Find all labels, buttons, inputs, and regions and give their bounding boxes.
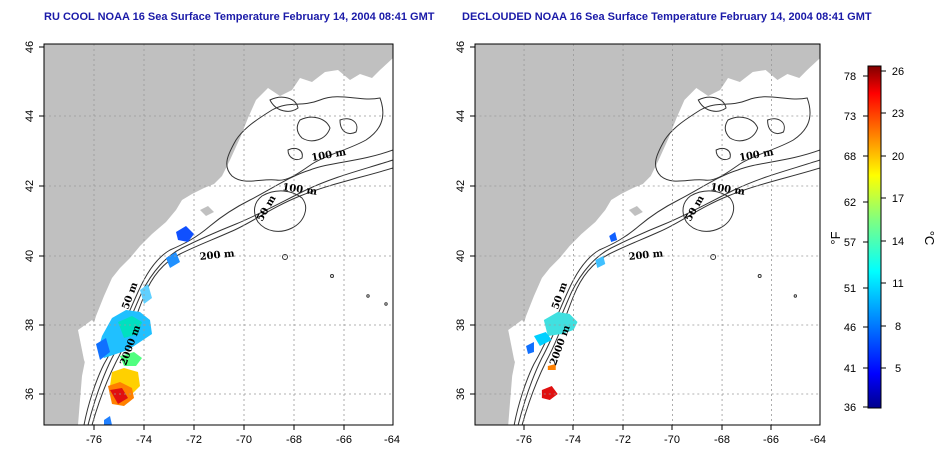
land-mass bbox=[44, 44, 393, 425]
y-tick-label: 46 bbox=[24, 41, 36, 53]
fahrenheit-tick: 36 bbox=[844, 402, 856, 414]
y-tick-label: 38 bbox=[24, 319, 36, 331]
contour-label: 50 m bbox=[120, 281, 140, 311]
contour-label: 200 m bbox=[628, 248, 664, 263]
sst-data-left bbox=[96, 226, 194, 425]
right-map-title: DECLOUDED NOAA 16 Sea Surface Temperatur… bbox=[462, 11, 872, 23]
map-frame bbox=[43, 43, 394, 426]
celsius-tick: 11 bbox=[892, 278, 903, 290]
x-axis-ticks: -76 -74 -72 -70 -68 -66 -64 bbox=[86, 434, 400, 446]
celsius-tick: 5 bbox=[895, 363, 901, 375]
x-tick-label: -64 bbox=[810, 434, 826, 446]
contour-label: 100 m bbox=[710, 182, 746, 198]
contour-label: 100 m bbox=[738, 147, 774, 164]
y-axis-ticks: 36 38 40 42 44 46 bbox=[24, 41, 36, 400]
celsius-tick: 26 bbox=[892, 66, 904, 78]
y-tick-label: 36 bbox=[455, 388, 467, 400]
colorbar-gradient bbox=[867, 65, 882, 409]
left-map-title: RU COOL NOAA 16 Sea Surface Temperature … bbox=[44, 11, 435, 23]
fahrenheit-ticks: 78 73 68 62 57 51 46 41 36 bbox=[844, 71, 856, 414]
celsius-tick: 8 bbox=[895, 321, 901, 333]
y-tick-label: 46 bbox=[455, 41, 467, 53]
x-tick-label: -74 bbox=[136, 434, 152, 446]
celsius-ticks: 26 23 20 17 14 11 8 5 bbox=[892, 66, 904, 375]
x-tick-label: -70 bbox=[664, 434, 680, 446]
x-tick-label: -72 bbox=[615, 434, 631, 446]
contour-label: 100 m bbox=[282, 182, 319, 198]
bathymetry-contours bbox=[83, 96, 393, 425]
y-tick-label: 36 bbox=[24, 388, 36, 400]
y-tick-label: 42 bbox=[455, 180, 467, 192]
fahrenheit-tick: 68 bbox=[844, 151, 856, 163]
x-tick-label: -66 bbox=[763, 434, 779, 446]
x-tick-label: -72 bbox=[186, 434, 202, 446]
contour-label: 100 m bbox=[311, 147, 348, 164]
celsius-unit-label: °C bbox=[922, 231, 937, 246]
celsius-tick: 14 bbox=[892, 236, 904, 248]
temperature-colorbar: 78 73 68 62 57 51 46 41 36 26 23 20 17 1… bbox=[828, 65, 937, 414]
bathymetry-contours bbox=[513, 96, 820, 425]
y-tick-label: 44 bbox=[24, 110, 36, 122]
y-tick-label: 42 bbox=[24, 180, 36, 192]
fahrenheit-tick: 73 bbox=[844, 111, 856, 123]
fahrenheit-unit-label: °F bbox=[828, 231, 843, 244]
sst-data-right bbox=[526, 232, 618, 400]
fahrenheit-tick: 46 bbox=[844, 322, 856, 334]
x-tick-label: -76 bbox=[516, 434, 532, 446]
fahrenheit-tick: 41 bbox=[844, 363, 856, 375]
x-tick-label: -64 bbox=[384, 434, 400, 446]
y-axis-ticks: 36 38 40 42 44 46 bbox=[455, 41, 467, 400]
map-grid bbox=[44, 44, 393, 425]
fahrenheit-tick: 51 bbox=[844, 283, 856, 295]
fahrenheit-tick: 62 bbox=[844, 197, 856, 209]
y-tick-label: 40 bbox=[24, 250, 36, 262]
contour-label: 200 m bbox=[199, 248, 235, 263]
celsius-tick: 20 bbox=[892, 151, 904, 163]
celsius-tick: 23 bbox=[892, 108, 904, 120]
contour-label: 50 m bbox=[550, 281, 570, 311]
contour-label: 50 m bbox=[255, 193, 279, 223]
right-map: 100 m 100 m 50 m 200 m 50 m 2000 m -76 -… bbox=[455, 41, 826, 446]
x-tick-label: -66 bbox=[336, 434, 352, 446]
x-tick-label: -68 bbox=[714, 434, 730, 446]
fahrenheit-tick: 78 bbox=[844, 71, 856, 83]
land-mass bbox=[475, 44, 820, 425]
y-tick-label: 44 bbox=[455, 110, 467, 122]
contour-label: 50 m bbox=[683, 193, 707, 223]
x-tick-label: -70 bbox=[236, 434, 252, 446]
x-tick-label: -76 bbox=[86, 434, 102, 446]
x-tick-label: -68 bbox=[286, 434, 302, 446]
fahrenheit-tick: 57 bbox=[844, 237, 856, 249]
left-map: 100 m 100 m 50 m 200 m 50 m 2000 m -76 -… bbox=[24, 41, 400, 446]
map-frame bbox=[474, 43, 821, 426]
y-tick-label: 40 bbox=[455, 250, 467, 262]
y-tick-label: 38 bbox=[455, 319, 467, 331]
x-axis-ticks: -76 -74 -72 -70 -68 -66 -64 bbox=[516, 434, 826, 446]
x-tick-label: -74 bbox=[565, 434, 581, 446]
celsius-tick: 17 bbox=[892, 193, 904, 205]
